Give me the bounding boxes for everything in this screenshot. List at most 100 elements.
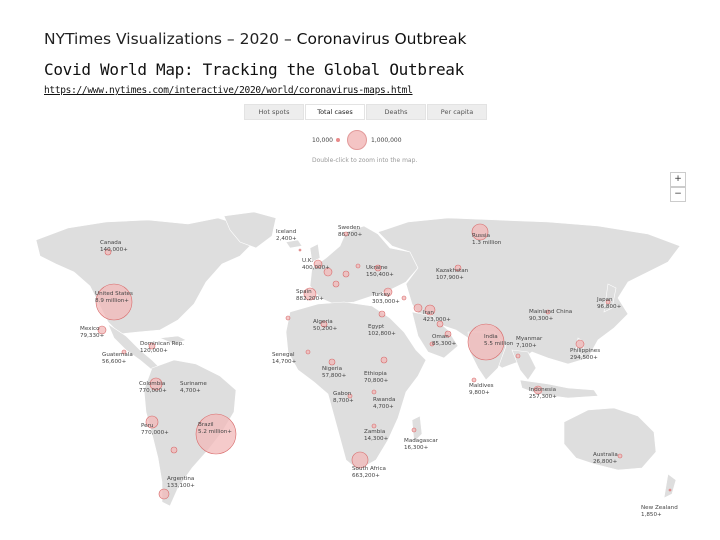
bubble-south-africa[interactable] [351,451,369,469]
tab-deaths[interactable]: Deaths [366,104,426,120]
bubble-nigeria[interactable] [328,358,336,366]
bubble-ukraine[interactable] [374,264,382,272]
bubble-morocco[interactable] [285,315,291,321]
zoom-out-button[interactable]: − [670,187,686,202]
label-iran: Iran 423,000+ [423,310,451,323]
bubble-uk[interactable] [313,259,323,269]
label-kazakhstan: Kazakhstan 107,900+ [436,268,469,281]
bubble-turkey[interactable] [383,287,393,297]
arabia-land [411,311,459,359]
bubble-germany[interactable] [342,270,350,278]
page-subtitle: Covid World Map: Tracking the Global Out… [44,60,464,79]
new-zealand-land [663,473,677,499]
label-maldives: Maldives 9,800+ [469,383,494,396]
bubble-guatemala[interactable] [121,349,127,355]
bubble-egypt[interactable] [378,310,386,318]
bubble-rwanda[interactable] [371,389,377,395]
bubble-oman[interactable] [429,341,435,347]
source-link[interactable]: https://www.nytimes.com/interactive/2020… [44,85,413,96]
bubble-argentina[interactable] [158,488,170,500]
label-brazil: Brazil 5.2 million+ [198,422,232,435]
bubble-ethiopia[interactable] [380,356,388,364]
bubble-myanmar[interactable] [515,353,521,359]
world-map[interactable] [28,212,688,517]
label-oman: Oman 85,300+ [432,334,457,347]
bubble-gabon[interactable] [347,393,353,399]
bubble-algeria[interactable] [320,320,328,328]
bubble-italy[interactable] [332,280,340,288]
bubble-poland[interactable] [355,263,361,269]
bubble-canada[interactable] [104,248,112,256]
north-america-land [35,217,255,335]
bubble-new-zealand[interactable] [668,488,672,492]
label-uk: U.K. 400,000+ [302,258,330,271]
label-indonesia: Indonesia 257,300+ [529,387,557,400]
legend-small-value: 10,000 [312,136,333,144]
label-india: India 5.5 million [484,334,514,347]
label-egypt: Egypt 102,800+ [368,324,396,337]
bubble-chile[interactable] [170,446,178,454]
asia-land [377,217,681,369]
label-guatemala: Guatemala 56,600+ [102,352,133,365]
bubble-maldives[interactable] [471,377,477,383]
label-mexico: Mexico 79,330+ [80,326,105,339]
bubble-philippines[interactable] [575,339,585,349]
bubble-madagascar[interactable] [411,427,417,433]
bubble-zambia[interactable] [371,423,377,429]
tab-hot-spots[interactable]: Hot spots [244,104,304,120]
label-senegal: Senegal 14,700+ [272,352,297,365]
bubble-dominican-rep[interactable] [148,342,156,350]
australia-land [563,407,657,471]
bubble-india[interactable] [467,323,505,361]
label-rwanda: Rwanda 4,700+ [373,397,396,410]
japan-land [603,283,617,313]
label-russia: Russia 1.3 million [472,233,502,246]
bubble-iceland[interactable] [298,248,302,252]
tab-per-capita[interactable]: Per capita [427,104,487,120]
bubble-pakistan[interactable] [436,320,444,328]
bubble-australia[interactable] [617,453,623,459]
label-philippines: Philippines 294,500+ [570,348,601,361]
bubble-mexico[interactable] [97,325,107,335]
zoom-controls: + − [670,172,686,202]
bubble-peru[interactable] [145,415,159,429]
label-argentina: Argentina 133,100+ [167,476,195,489]
label-algeria: Algeria 50,200+ [313,319,338,332]
label-madagascar: Madagascar 16,300+ [404,438,438,451]
bubble-united-states[interactable] [95,283,133,321]
uk-land [309,243,321,263]
bubble-china[interactable] [545,309,551,315]
zoom-in-button[interactable]: + [670,172,686,187]
bubble-iran[interactable] [424,304,436,316]
bubble-sweden[interactable] [343,231,349,237]
title-prefix: NYTimes Visualizations – 2020 – [44,30,297,48]
label-iceland: Iceland 2,400+ [276,229,297,242]
label-suriname: Suriname 4,700+ [180,381,207,394]
caribbean-land [158,335,187,345]
bubble-iraq[interactable] [413,303,423,313]
bubble-russia[interactable] [471,223,489,241]
bubble-france[interactable] [323,267,333,277]
bubble-israel[interactable] [401,295,407,301]
bubble-colombia[interactable] [149,377,163,391]
southeast-asia-land [511,349,537,381]
bubble-indonesia[interactable] [533,385,543,395]
tab-total-cases[interactable]: Total cases [305,104,365,120]
bubble-japan[interactable] [605,299,611,305]
madagascar-land [411,415,423,443]
bubble-saudi-arabia[interactable] [444,330,452,338]
bubble-spain[interactable] [303,287,317,301]
label-australia: Australia 26,800+ [593,452,618,465]
label-spain: Spain 882,200+ [296,289,324,302]
legend-large-bubble-icon [347,130,367,150]
label-myanmar: Myanmar 7,100+ [516,336,543,349]
iceland-land [285,239,303,249]
bubble-kazakhstan[interactable] [454,264,462,272]
bubble-brazil[interactable] [195,413,237,455]
greenland-land [223,212,277,249]
label-zambia: Zambia 14,300+ [364,429,389,442]
label-gabon: Gabon 8,700+ [333,391,354,404]
label-united-states: United States 8.9 million+ [95,291,133,304]
label-peru: Peru 770,000+ [141,423,169,436]
bubble-senegal[interactable] [305,349,311,355]
